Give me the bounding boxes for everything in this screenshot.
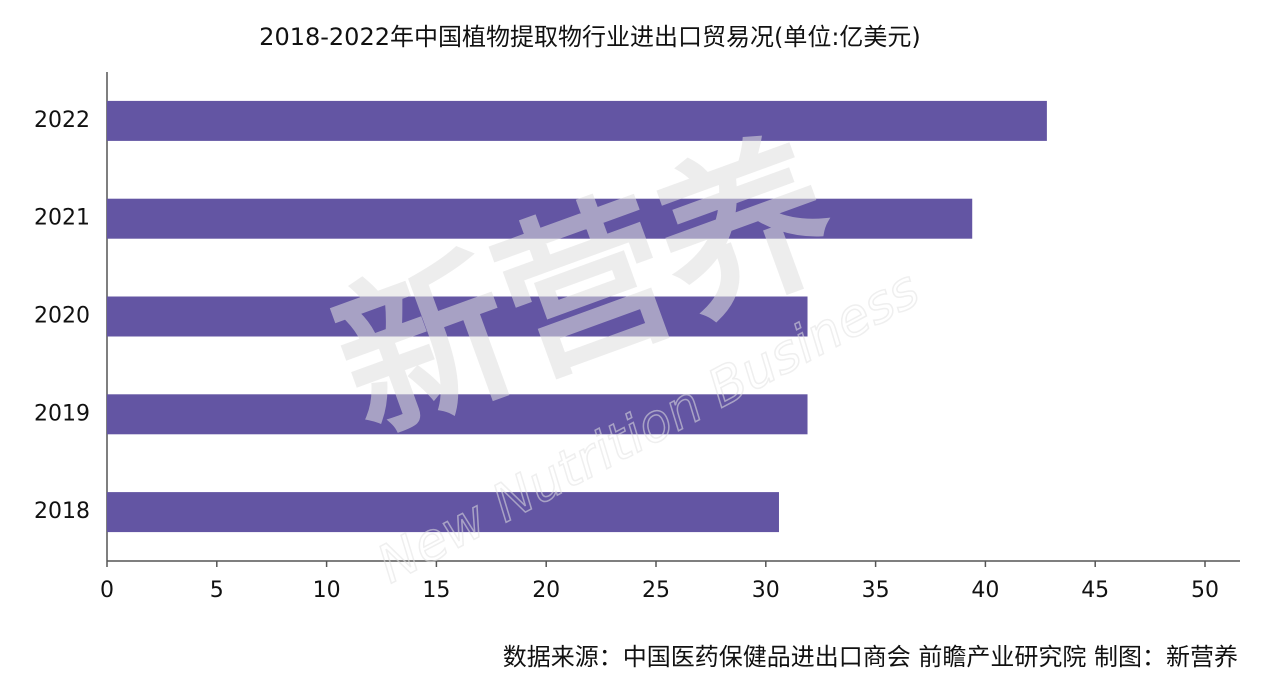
bar [107, 100, 1047, 141]
y-tick-label: 2020 [34, 304, 90, 329]
x-tick-label: 0 [100, 578, 114, 603]
source-note: 数据来源：中国医药保健品进出口商会 前瞻产业研究院 制图：新营养 [503, 643, 1238, 671]
x-tick-label: 10 [313, 578, 341, 603]
x-tick-label: 5 [210, 578, 224, 603]
bar [107, 198, 973, 239]
x-tick-label: 40 [971, 578, 999, 603]
x-tick-label: 50 [1191, 578, 1219, 603]
bar [107, 492, 779, 533]
y-tick-label: 2021 [34, 206, 90, 231]
x-tick-label: 25 [642, 578, 670, 603]
chart-title: 2018-2022年中国植物提取物行业进出口贸易况(单位:亿美元) [259, 23, 921, 51]
x-tick-label: 45 [1081, 578, 1109, 603]
x-tick-label: 35 [862, 578, 890, 603]
y-tick-label: 2018 [34, 499, 90, 524]
x-tick-label: 30 [752, 578, 780, 603]
x-tick-label: 15 [422, 578, 450, 603]
y-tick-label: 2019 [34, 401, 90, 426]
bar [107, 296, 808, 337]
x-tick-label: 20 [532, 578, 560, 603]
bar [107, 394, 808, 435]
y-tick-label: 2022 [34, 108, 90, 133]
